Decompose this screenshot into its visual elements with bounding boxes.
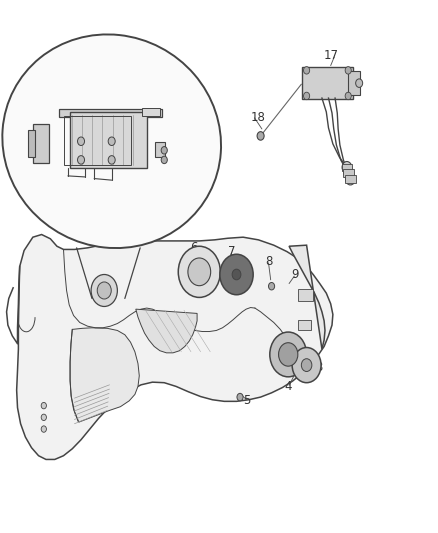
Polygon shape [136, 309, 197, 353]
Circle shape [161, 147, 167, 154]
Bar [142, 108, 160, 116]
Text: 7: 7 [228, 245, 235, 258]
Circle shape [279, 343, 298, 366]
Text: 18: 18 [251, 111, 266, 124]
Polygon shape [289, 245, 325, 349]
Circle shape [304, 92, 310, 100]
Bar [28, 130, 35, 157]
Bar [64, 116, 131, 165]
Text: 14: 14 [59, 168, 74, 181]
Circle shape [345, 92, 351, 100]
Circle shape [342, 161, 352, 173]
Circle shape [344, 167, 353, 179]
Text: 17: 17 [323, 50, 338, 62]
Polygon shape [17, 235, 333, 459]
Circle shape [97, 282, 111, 299]
Bar [343, 169, 354, 177]
Circle shape [108, 156, 115, 164]
Circle shape [232, 269, 241, 280]
Bar [33, 124, 49, 163]
Circle shape [345, 67, 351, 74]
Text: 13: 13 [25, 116, 40, 129]
Text: 8: 8 [265, 255, 272, 268]
Circle shape [270, 332, 307, 377]
Circle shape [161, 156, 167, 164]
Circle shape [346, 173, 355, 185]
Text: 4: 4 [285, 380, 292, 393]
Bar [298, 320, 311, 330]
Circle shape [268, 282, 275, 290]
Circle shape [292, 348, 321, 383]
Circle shape [356, 79, 363, 87]
Bar [155, 142, 165, 157]
Text: 11: 11 [162, 100, 177, 113]
Circle shape [178, 246, 220, 297]
Circle shape [41, 414, 46, 421]
Circle shape [41, 426, 46, 432]
Bar [59, 109, 162, 117]
Bar [70, 112, 147, 168]
Circle shape [237, 393, 243, 401]
Circle shape [41, 402, 46, 409]
Bar [342, 164, 352, 171]
Circle shape [304, 67, 310, 74]
Text: 5: 5 [243, 394, 251, 407]
Bar [345, 175, 356, 183]
Ellipse shape [2, 35, 221, 248]
Text: 3: 3 [315, 361, 323, 374]
Text: 10: 10 [94, 169, 109, 182]
Polygon shape [70, 328, 139, 422]
Circle shape [91, 274, 117, 306]
Circle shape [78, 137, 85, 146]
Circle shape [220, 254, 253, 295]
Bar [348, 71, 360, 95]
Text: 12: 12 [173, 123, 188, 136]
Circle shape [301, 359, 312, 372]
Bar [302, 67, 353, 99]
Text: 9: 9 [291, 268, 299, 281]
Text: 6: 6 [191, 241, 198, 254]
Bar [298, 289, 313, 301]
Circle shape [257, 132, 264, 140]
Circle shape [78, 156, 85, 164]
Circle shape [108, 137, 115, 146]
Circle shape [188, 258, 211, 286]
